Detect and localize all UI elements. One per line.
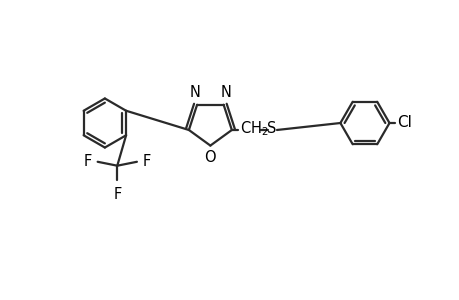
- Text: N: N: [220, 85, 230, 100]
- Text: S: S: [267, 121, 276, 136]
- Text: O: O: [204, 151, 216, 166]
- Text: F: F: [142, 154, 150, 169]
- Text: N: N: [189, 85, 200, 100]
- Text: Cl: Cl: [396, 115, 411, 130]
- Text: F: F: [84, 154, 92, 169]
- Text: F: F: [113, 187, 121, 202]
- Text: CH$_2$: CH$_2$: [240, 119, 269, 138]
